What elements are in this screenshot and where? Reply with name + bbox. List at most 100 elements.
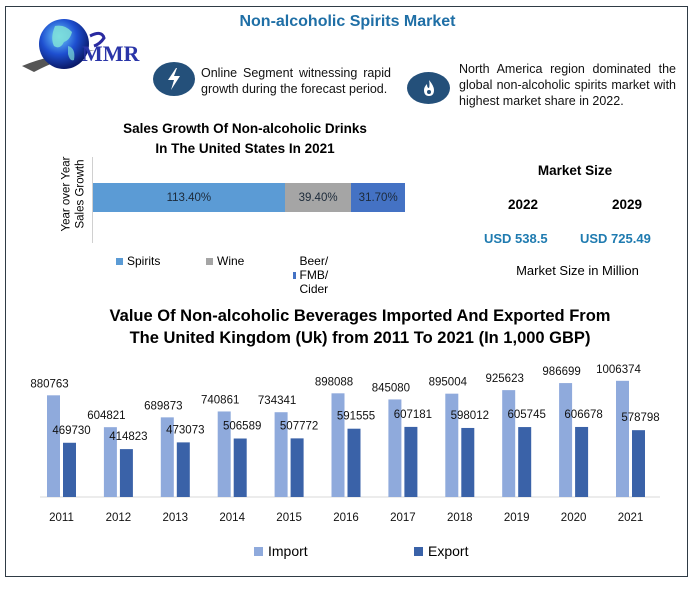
bar-import-2021	[616, 380, 629, 497]
data-label: 598012	[451, 410, 489, 422]
data-label: 31.70%	[358, 191, 398, 204]
chart-title-line: Value Of Non-alcoholic Beverages Importe…	[109, 307, 611, 325]
chart-title-line: In The United States In 2021	[155, 141, 335, 156]
sales-growth-axis-line	[92, 157, 93, 243]
y-axis-label-line: Year over Year	[60, 156, 73, 232]
bar-export-2017	[404, 426, 418, 497]
bar-segment-wine: 39.40%	[284, 183, 352, 212]
data-label: 895004	[429, 377, 468, 389]
bar-import-2011	[47, 395, 60, 497]
bar-import-2012	[103, 427, 117, 497]
market-size-value-2029: USD 725.49	[580, 231, 651, 246]
legend-item: Beer/ FMB/ Cider	[293, 254, 333, 296]
x-tick-label: 2015	[276, 512, 302, 524]
bar-export-2021	[632, 430, 645, 497]
data-label: 469730	[52, 425, 90, 437]
legend-swatch	[206, 257, 213, 265]
uk-trade-chart-title: Value Of Non-alcoholic Beverages Importe…	[90, 305, 630, 349]
x-tick-label: 2016	[333, 512, 359, 524]
data-label: 604821	[87, 410, 125, 422]
legend-label: Spirits	[127, 254, 161, 268]
mmr-logo	[20, 16, 150, 72]
chart-title-line: Sales Growth Of Non-alcoholic Drinks	[123, 121, 367, 136]
legend-label: Wine	[217, 254, 245, 268]
data-label: 880763	[30, 378, 68, 390]
bar-import-2015	[274, 412, 288, 497]
x-tick-label: 2011	[49, 512, 74, 524]
legend-item: Wine	[206, 254, 244, 268]
bar-import-2014	[217, 411, 231, 497]
data-label: 606678	[564, 409, 602, 421]
data-label: 473073	[166, 424, 204, 436]
data-label: 506589	[223, 421, 261, 433]
data-label: 113.40%	[166, 191, 212, 204]
globe-icon	[22, 19, 106, 72]
data-label: 845080	[372, 382, 410, 394]
legend-label: Beer/ FMB/ Cider	[299, 254, 329, 296]
sales-growth-stacked-bar: 113.40% 39.40% 31.70%	[93, 183, 405, 212]
data-label: 591555	[337, 411, 375, 423]
data-label: 925623	[486, 373, 524, 385]
data-label: 1006374	[596, 364, 641, 376]
highlight-north-america: North America region dominated the globa…	[459, 62, 676, 108]
flame-icon	[407, 72, 450, 104]
data-label: 507772	[280, 420, 318, 432]
x-tick-label: 2019	[504, 512, 530, 524]
y-axis-label-line: Sales Growth	[74, 159, 87, 229]
legend-item: Import	[254, 543, 308, 559]
sales-growth-chart-title: Sales Growth Of Non-alcoholic Drinks In …	[95, 119, 395, 159]
bar-import-2020	[559, 383, 573, 497]
bar-import-2016	[331, 393, 345, 497]
bar-segment-spirits: 113.40%	[93, 183, 285, 212]
legend-swatch	[254, 546, 263, 556]
market-size-unit-note: Market Size in Million	[516, 263, 639, 278]
bar-export-2016	[347, 428, 361, 497]
legend-swatch	[414, 546, 423, 556]
data-label: 414823	[109, 431, 147, 443]
bar-import-2017	[388, 399, 402, 497]
market-size-year-2022: 2022	[508, 197, 539, 212]
x-tick-label: 2013	[163, 512, 189, 524]
legend-swatch	[293, 271, 296, 279]
x-tick-label: 2017	[390, 512, 416, 524]
data-label: 734341	[258, 395, 296, 407]
bar-import-2013	[160, 417, 174, 497]
data-label: 689873	[144, 400, 182, 412]
data-label: 605745	[508, 409, 546, 421]
bar-export-2015	[290, 438, 304, 497]
bar-import-2018	[445, 393, 459, 497]
data-label: 578798	[621, 412, 659, 424]
data-label: 740861	[201, 394, 239, 406]
bar-export-2020	[575, 426, 589, 497]
page-title: Non-alcoholic Spirits Market	[239, 13, 456, 30]
market-size-year-2029: 2029	[612, 197, 643, 212]
legend-label: Export	[428, 543, 469, 559]
market-size-title: Market Size	[537, 163, 613, 178]
bar-import-2019	[502, 390, 516, 497]
logo-text: MMR	[82, 41, 140, 66]
legend-swatch	[116, 257, 123, 265]
infographic-frame	[5, 6, 688, 577]
bar-segment-beer-fmb-cider: 31.70%	[351, 183, 405, 212]
x-tick-label: 2020	[561, 512, 587, 524]
legend-label: Import	[268, 543, 308, 559]
data-label: 607181	[394, 409, 432, 421]
bar-export-2011	[63, 442, 76, 497]
bar-export-2014	[233, 438, 247, 497]
legend-item: Spirits	[116, 254, 160, 268]
data-label: 898088	[315, 376, 353, 388]
bar-export-2019	[518, 427, 532, 497]
data-label: 986699	[542, 366, 580, 378]
bar-export-2013	[176, 442, 190, 497]
highlight-online-segment: Online Segment witnessing rapid growth d…	[201, 66, 391, 96]
x-tick-label: 2014	[219, 512, 245, 524]
uk-trade-bar-chart: 880763 469730 2011 604821 414823 2012 689873 47…	[30, 364, 660, 524]
bar-export-2018	[461, 427, 475, 497]
data-label: 39.40%	[298, 191, 338, 204]
x-tick-label: 2012	[106, 512, 132, 524]
bar-export-2012	[119, 449, 133, 497]
x-tick-label: 2018	[447, 512, 473, 524]
market-size-value-2022: USD 538.5	[484, 231, 548, 246]
x-tick-label: 2021	[618, 512, 644, 524]
legend-item: Export	[414, 543, 468, 559]
